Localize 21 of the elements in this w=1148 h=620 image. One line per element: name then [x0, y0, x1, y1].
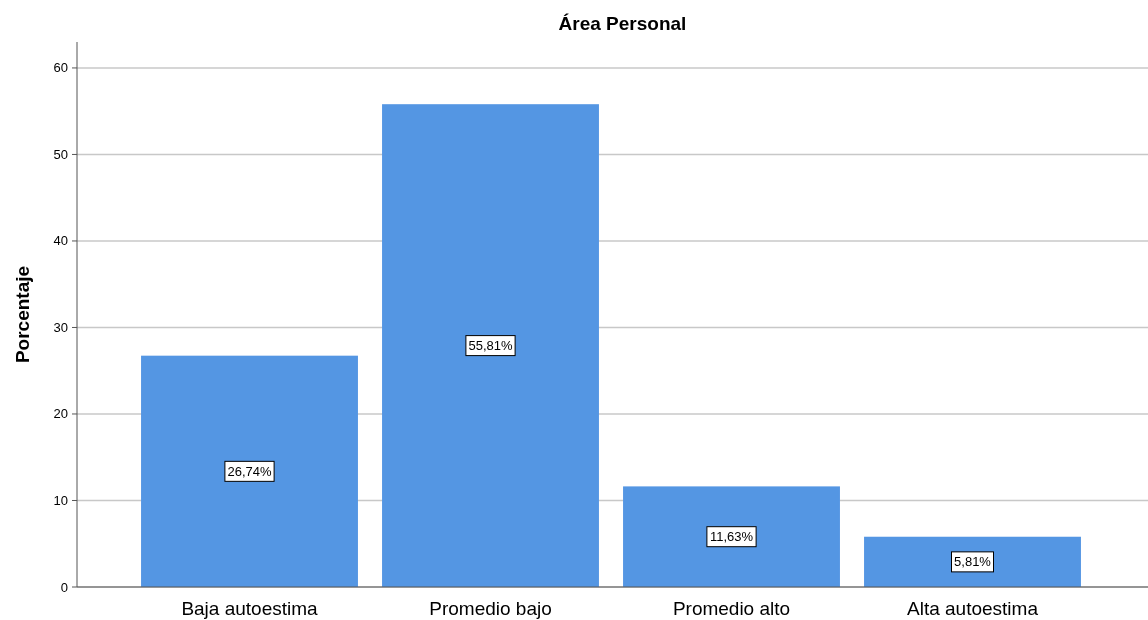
chart-title: Área Personal — [558, 13, 687, 34]
y-tick-label: 20 — [53, 406, 68, 422]
y-tick-label: 50 — [53, 146, 68, 162]
y-tick-label: 30 — [53, 319, 68, 335]
x-tick-label: Baja autoestima — [181, 598, 319, 619]
x-tick-label: Alta autoestima — [907, 598, 1039, 619]
y-tick-label: 60 — [53, 60, 68, 76]
bar — [864, 536, 1081, 587]
bar — [382, 104, 599, 587]
bar — [141, 355, 358, 587]
y-tick-label: 40 — [53, 233, 68, 249]
data-label: 26,74% — [227, 463, 272, 479]
data-label: 5,81% — [954, 554, 992, 570]
y-axis-title: Porcentaje — [12, 265, 33, 364]
y-tick-label: 0 — [60, 579, 68, 595]
data-label: 55,81% — [468, 338, 513, 354]
x-tick-label: Promedio alto — [672, 598, 791, 619]
x-tick-label: Promedio bajo — [429, 598, 552, 619]
y-tick-label: 10 — [53, 492, 68, 508]
bar — [623, 486, 840, 587]
data-label: 11,63% — [709, 529, 754, 545]
